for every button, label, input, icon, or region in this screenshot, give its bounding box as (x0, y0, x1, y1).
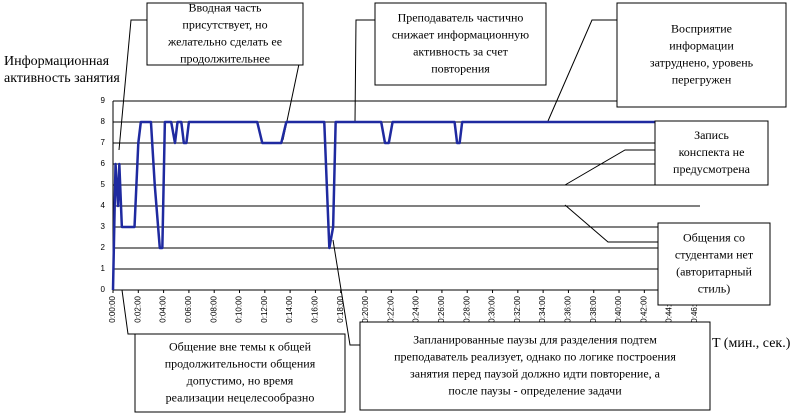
annotation-text: стиль) (698, 281, 730, 295)
annotation-box (654, 120, 769, 186)
leader-line (121, 289, 135, 335)
annotation-text: после паузы - определение задачи (448, 383, 622, 397)
y-axis-label: Информационная (4, 54, 110, 69)
leader-line (118, 19, 147, 151)
annotation-box (374, 2, 547, 86)
annotation-text: затруднено, уровень (650, 55, 754, 69)
y-tick-label: 7 (101, 138, 106, 147)
annotation: Восприятие информации затруднено, уровень п… (616, 2, 787, 108)
annotation-text: Запись (694, 128, 729, 142)
y-tick-label: 6 (101, 159, 106, 168)
annotation-box (134, 333, 346, 413)
x-tick-label: 0:40:00 (614, 295, 623, 322)
leader-line (564, 204, 658, 243)
annotation-box (359, 321, 711, 411)
annotation-text: предусмотрена (673, 162, 751, 176)
annotation-text: желательно сделать ее (167, 34, 282, 48)
annotation-text: снижает информационную (392, 27, 529, 41)
y-tick-label: 8 (101, 117, 106, 126)
data-line (111, 120, 695, 291)
annotation-text: присутствует, но (182, 17, 267, 31)
x-tick-label: 0:18:00 (336, 295, 345, 322)
annotation-box (657, 222, 771, 306)
x-tick-label: 0:16:00 (311, 295, 320, 322)
annotation-text: (авторитарный (676, 264, 752, 278)
x-axis-label: T (мин., сек.) (712, 336, 791, 351)
y-tick-label: 2 (101, 243, 106, 252)
x-tick-label: 0:38:00 (589, 295, 598, 322)
annotation-text: преподаватель реализует, однако по логик… (394, 349, 676, 363)
x-tick-label: 0:04:00 (159, 295, 168, 322)
annotation-text: продолжительности общения (165, 356, 316, 370)
x-tick-label: 0:42:00 (639, 295, 648, 322)
annotation: Преподаватель частично снижает информацио… (374, 2, 547, 86)
x-tick-label: 0:10:00 (235, 295, 244, 322)
annotation: Вводная часть присутствует, но желательно … (146, 0, 304, 66)
x-tick-label: 0:30:00 (488, 295, 497, 322)
y-axis-label: активность занятия (4, 71, 120, 86)
annotation-text: Запланированные паузы для разделения под… (413, 332, 657, 346)
x-tick-label: 0:26:00 (437, 295, 446, 322)
leader-line (332, 239, 360, 346)
annotation: Запись конспекта не предусмотрена (654, 120, 769, 186)
annotation-text: повторения (431, 61, 490, 75)
x-tick-label: 0:32:00 (513, 295, 522, 322)
annotation-box (146, 2, 304, 66)
x-tick-label: 0:36:00 (564, 295, 573, 322)
y-tick-label: 9 (101, 96, 106, 105)
y-tick-label: 0 (101, 285, 106, 294)
annotation-text: Вводная часть (188, 0, 262, 14)
y-tick-label: 3 (101, 222, 106, 231)
x-tick-label: 0:46:00 (690, 295, 699, 322)
annotation-text: активность за счет (413, 44, 509, 58)
x-tick-label: 0:22:00 (386, 295, 395, 322)
x-tick-label: 0:12:00 (260, 295, 269, 322)
annotation: Общения со студентами нет (авторитарный сти… (657, 222, 771, 306)
annotation-text: конспекта не (679, 145, 745, 159)
y-tick-label: 5 (101, 180, 106, 189)
annotation-text: информации (669, 38, 734, 52)
x-tick-label: 0:44:00 (665, 295, 674, 322)
x-tick-label: 0:08:00 (209, 295, 218, 322)
annotation-text: студентами нет (675, 247, 754, 261)
annotation-text: занятия перед паузой должно идти повторе… (410, 366, 661, 380)
x-tick-label: 0:06:00 (184, 295, 193, 322)
annotation-text: Общения со (683, 230, 745, 244)
x-tick-label: 0:20:00 (361, 295, 370, 322)
annotation-text: Преподаватель частично (398, 10, 524, 24)
leader-line (547, 19, 617, 122)
x-tick-label: 0:14:00 (285, 295, 294, 322)
leader-line (564, 149, 655, 186)
x-tick-label: 0:28:00 (462, 295, 471, 322)
annotation-text: перегружен (672, 72, 732, 86)
annotation-text: реализации нецелесообразно (166, 390, 315, 404)
annotation-text: допустимо, но время (187, 373, 294, 387)
annotation: Общение вне темы к общей продолжительност… (134, 333, 346, 413)
annotation-text: Общение вне темы к общей (169, 339, 312, 353)
annotation-text: продолжительнее (180, 51, 270, 65)
y-tick-label: 1 (101, 264, 106, 273)
annotation-text: Восприятие (671, 21, 732, 35)
leader-line (354, 19, 375, 123)
x-tick-label: 0:24:00 (412, 295, 421, 322)
annotation: Запланированные паузы для разделения под… (359, 321, 711, 411)
x-tick-label: 0:34:00 (538, 295, 547, 322)
x-tick-label: 0:02:00 (133, 295, 142, 322)
y-tick-label: 4 (101, 201, 106, 210)
annotation-box (616, 2, 787, 108)
x-tick-label: 0:00:00 (108, 295, 117, 322)
